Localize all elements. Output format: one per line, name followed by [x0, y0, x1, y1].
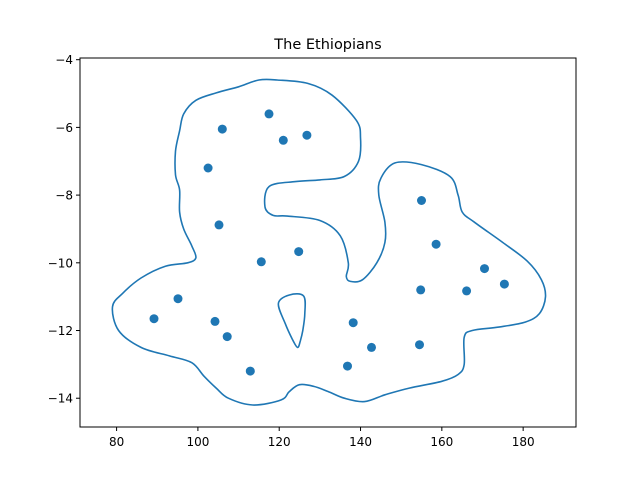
data-point-22 — [343, 361, 352, 371]
x-tick-label: 180 — [512, 435, 535, 449]
data-point-18 — [348, 318, 358, 328]
x-tick-label: 140 — [349, 435, 372, 449]
data-point-2 — [217, 124, 227, 134]
data-point-23 — [245, 366, 255, 376]
y-tick-label: −14 — [48, 392, 73, 406]
data-point-5 — [203, 163, 213, 173]
x-tick-label: 80 — [109, 435, 124, 449]
data-point-21 — [367, 342, 376, 352]
x-tick-label: 160 — [430, 435, 453, 449]
data-point-14 — [462, 286, 472, 296]
y-tick-label: −8 — [55, 189, 73, 203]
data-point-19 — [222, 332, 232, 342]
region-hole — [277, 293, 307, 349]
data-point-17 — [210, 316, 220, 326]
data-point-3 — [278, 135, 288, 145]
data-point-9 — [294, 247, 304, 257]
data-point-16 — [149, 314, 159, 324]
data-point-1 — [264, 109, 274, 119]
data-point-12 — [499, 279, 509, 289]
data-point-7 — [214, 220, 224, 230]
data-point-10 — [256, 257, 266, 267]
data-point-11 — [480, 264, 489, 274]
data-point-15 — [173, 294, 183, 304]
y-tick-label: −12 — [48, 324, 73, 338]
x-tick-label: 100 — [186, 435, 209, 449]
data-point-6 — [417, 196, 426, 205]
region-outline — [111, 78, 547, 406]
data-point-20 — [415, 340, 424, 350]
y-tick-label: −4 — [55, 53, 73, 67]
y-tick-label: −10 — [48, 256, 73, 270]
y-tick-label: −6 — [55, 121, 73, 135]
data-point-4 — [302, 130, 312, 140]
plot-frame — [79, 57, 577, 428]
x-axis: 80 100 120 140 160 180 — [109, 427, 535, 449]
outline-layer — [111, 78, 547, 406]
chart-title: The Ethiopians — [273, 37, 381, 53]
data-point-13 — [416, 285, 426, 295]
y-axis: −14 −12 −10 −8 −6 −4 — [48, 53, 80, 406]
x-tick-label: 120 — [268, 435, 291, 449]
points-layer — [149, 109, 509, 376]
plot-area — [80, 58, 576, 427]
data-point-8 — [431, 239, 441, 249]
